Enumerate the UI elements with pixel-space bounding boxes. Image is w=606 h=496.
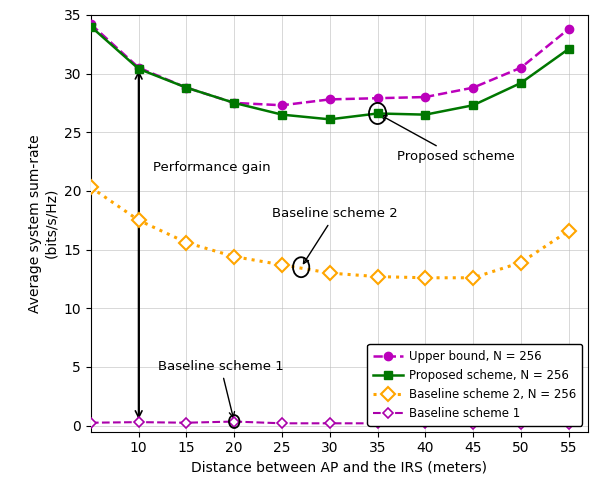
Legend: Upper bound, N = 256, Proposed scheme, N = 256, Baseline scheme 2, N = 256, Base: Upper bound, N = 256, Proposed scheme, N… (367, 344, 582, 426)
Y-axis label: Average system sum-rate
(bits/s/Hz): Average system sum-rate (bits/s/Hz) (28, 134, 58, 312)
Text: Performance gain: Performance gain (153, 161, 271, 174)
X-axis label: Distance between AP and the IRS (meters): Distance between AP and the IRS (meters) (191, 461, 487, 475)
Text: Baseline scheme 1: Baseline scheme 1 (158, 360, 284, 417)
Text: Proposed scheme: Proposed scheme (381, 116, 514, 163)
Text: Baseline scheme 2: Baseline scheme 2 (273, 207, 398, 263)
